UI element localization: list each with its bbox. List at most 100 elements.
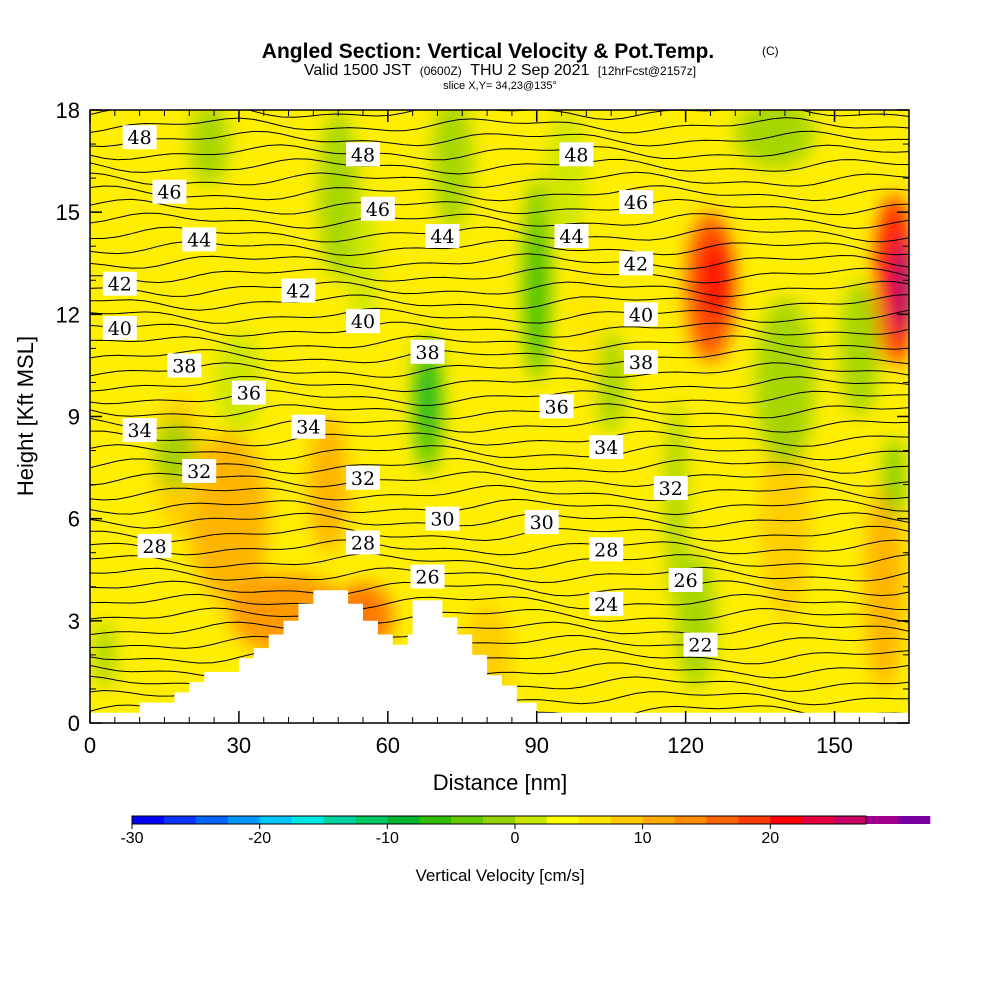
x-tick-label: 120 [667, 733, 704, 758]
svg-text:36: 36 [544, 396, 568, 418]
svg-text:42: 42 [286, 280, 310, 302]
svg-text:26: 26 [674, 570, 698, 592]
y-tick-label: 0 [68, 711, 80, 736]
x-tick-label: 30 [227, 733, 251, 758]
colorbar-swatch [419, 816, 452, 824]
contour-label: 30 [425, 506, 460, 531]
x-axis-label: Distance [nm] [433, 770, 568, 795]
contour-label: 44 [425, 224, 460, 249]
svg-text:46: 46 [157, 182, 181, 204]
svg-text:38: 38 [629, 352, 653, 374]
svg-text:30: 30 [430, 509, 454, 531]
colorbar-swatch [897, 816, 931, 824]
contour-label: 32 [653, 476, 688, 501]
colorbar-swatch [546, 816, 580, 824]
svg-text:36: 36 [237, 383, 261, 405]
colorbar-tick-label: 20 [761, 830, 779, 847]
chart-title: Angled Section: Vertical Velocity & Pot.… [262, 40, 714, 63]
x-tick-label: 90 [524, 733, 548, 758]
valid-time-utc: (0600Z) [420, 64, 462, 78]
y-tick-label: 15 [56, 200, 80, 225]
contour-label: 30 [524, 510, 559, 535]
colorbar-swatch [610, 816, 644, 824]
svg-text:22: 22 [688, 635, 712, 657]
y-tick-label: 12 [56, 302, 80, 327]
colorbar-swatch [451, 816, 484, 824]
svg-text:32: 32 [351, 468, 375, 490]
svg-text:44: 44 [430, 226, 454, 248]
colorbar-swatch [259, 816, 293, 824]
svg-text:34: 34 [128, 420, 152, 442]
contour-label: 38 [167, 353, 202, 378]
colorbar-swatch [483, 816, 516, 824]
svg-text:26: 26 [415, 567, 439, 589]
colorbar-swatch [674, 816, 707, 824]
colorbar-swatch [387, 816, 420, 824]
svg-text:42: 42 [108, 274, 132, 296]
colorbar-tick-label: -30 [120, 830, 143, 847]
colorbar-tick-label: -10 [376, 830, 399, 847]
contour-label: 32 [182, 458, 217, 483]
contour-label: 40 [346, 309, 380, 334]
svg-text:28: 28 [594, 539, 618, 561]
contour-label: 48 [559, 142, 594, 167]
svg-text:40: 40 [629, 304, 653, 326]
contour-label: 36 [231, 380, 266, 405]
chart-title-suffix: (C) [762, 44, 779, 58]
colorbar-swatch [323, 816, 356, 824]
contour-label: 28 [137, 533, 172, 558]
svg-text:32: 32 [187, 461, 211, 483]
contour-label: 42 [281, 278, 316, 303]
contour-label: 46 [360, 196, 395, 221]
contour-label: 40 [623, 302, 658, 327]
svg-text:24: 24 [594, 594, 618, 616]
contour-label: 42 [102, 271, 137, 296]
forecast-info: [12hrFcst@2157z] [598, 64, 696, 78]
y-axis-label: Height [Kft MSL] [13, 336, 38, 496]
contour-label: 24 [589, 591, 624, 616]
svg-text:46: 46 [624, 192, 648, 214]
svg-text:38: 38 [172, 355, 196, 377]
svg-text:28: 28 [351, 533, 375, 555]
svg-text:32: 32 [659, 478, 683, 500]
x-tick-label: 0 [84, 733, 96, 758]
contour-labels: 48 48 48 46 46 46 44 44 44 42 42 42 40 40 40 38 38 38 36 36… [102, 125, 718, 657]
colorbar-swatch [642, 816, 676, 824]
colorbar-swatch [227, 816, 261, 824]
svg-text:44: 44 [559, 226, 583, 248]
contour-label: 34 [291, 414, 326, 439]
valid-date: THU 2 Sep 2021 [470, 62, 589, 79]
colorbar-tick-label: -20 [248, 830, 271, 847]
colorbar-tick-label: 0 [511, 830, 520, 847]
contour-label: 46 [619, 189, 653, 214]
colorbar-swatch [834, 816, 867, 824]
colorbar-swatch [866, 816, 899, 824]
contour-label: 34 [589, 435, 624, 460]
colorbar-swatch [578, 816, 612, 824]
svg-text:42: 42 [624, 253, 648, 275]
contour-label: 36 [539, 394, 574, 419]
y-tick-label: 6 [68, 507, 80, 532]
contour-label: 44 [554, 224, 589, 249]
contour-label: 48 [346, 142, 380, 167]
colorbar-swatch [355, 816, 388, 824]
colorbar-swatch [738, 816, 771, 824]
svg-text:48: 48 [128, 127, 152, 149]
colorbar-swatch [514, 816, 548, 824]
contour-label: 46 [152, 179, 187, 204]
y-tick-label: 3 [68, 609, 80, 634]
contour-label: 34 [122, 418, 157, 443]
contour-label: 22 [683, 632, 718, 657]
chart-subtitle: Valid 1500 JST (0600Z) THU 2 Sep 2021 [1… [304, 62, 696, 79]
contour-label: 44 [182, 227, 217, 252]
contour-label: 26 [410, 564, 445, 589]
colorbar-tick-label: 10 [634, 830, 652, 847]
contour-label: 40 [102, 315, 137, 340]
contour-label: 28 [346, 530, 380, 555]
colorbar-swatch [163, 816, 197, 824]
slice-info: slice X,Y= 34,23@135° [443, 80, 557, 92]
contour-label: 26 [668, 567, 703, 592]
y-tick-label: 9 [68, 405, 80, 430]
svg-text:28: 28 [142, 536, 166, 558]
terrain [90, 590, 909, 723]
